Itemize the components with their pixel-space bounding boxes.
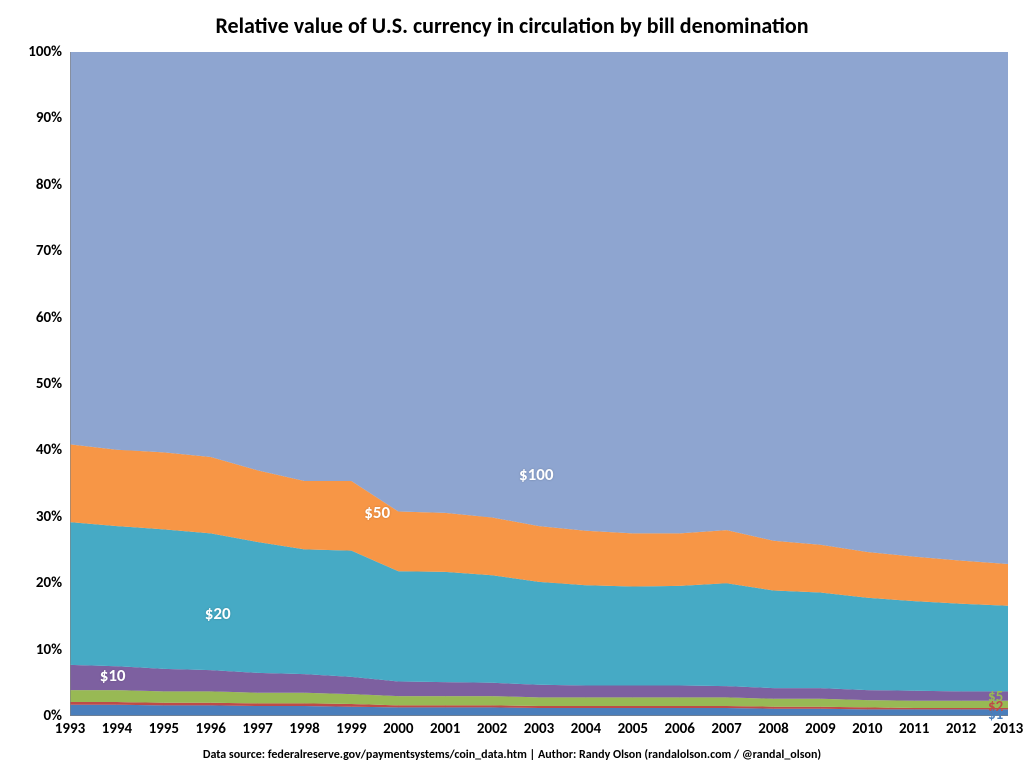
- xtick-label: 1998: [283, 720, 327, 738]
- ytick-label: 30%: [7, 508, 62, 526]
- series-label: $10: [100, 665, 126, 686]
- ytick-label: 80%: [7, 176, 62, 194]
- xtick-label: 2002: [470, 720, 514, 738]
- xtick-label: 2010: [845, 720, 889, 738]
- xtick-label: 1996: [189, 720, 233, 738]
- xtick-label: 1999: [329, 720, 373, 738]
- series-label: $50: [364, 502, 390, 523]
- ytick-label: 90%: [7, 109, 62, 127]
- chart-title: Relative value of U.S. currency in circu…: [0, 12, 1024, 39]
- xtick-label: 2008: [752, 720, 796, 738]
- xtick-label: 2011: [892, 720, 936, 738]
- series-label: $100: [519, 464, 553, 485]
- xtick-label: 2004: [564, 720, 608, 738]
- xtick-label: 2000: [376, 720, 420, 738]
- xtick-label: 1994: [95, 720, 139, 738]
- chart-container: Relative value of U.S. currency in circu…: [0, 0, 1024, 768]
- ytick-label: 40%: [7, 441, 62, 459]
- xtick-label: 2003: [517, 720, 561, 738]
- series-label: $20: [205, 603, 231, 624]
- ytick-label: 60%: [7, 309, 62, 327]
- ytick-label: 10%: [7, 641, 62, 659]
- xtick-label: 2001: [423, 720, 467, 738]
- xtick-label: 2012: [939, 720, 983, 738]
- xtick-label: 1993: [48, 720, 92, 738]
- ytick-label: 100%: [7, 43, 62, 61]
- xtick-label: 2007: [705, 720, 749, 738]
- ytick-label: 70%: [7, 242, 62, 260]
- xtick-label: 1995: [142, 720, 186, 738]
- xtick-label: 1997: [236, 720, 280, 738]
- ytick-label: 20%: [7, 574, 62, 592]
- xtick-label: 2006: [658, 720, 702, 738]
- xtick-label: 2005: [611, 720, 655, 738]
- xtick-label: 2009: [798, 720, 842, 738]
- right-series-label: $1: [988, 706, 1003, 724]
- ytick-label: 50%: [7, 375, 62, 393]
- chart-footer: Data source: federalreserve.gov/payments…: [0, 748, 1024, 762]
